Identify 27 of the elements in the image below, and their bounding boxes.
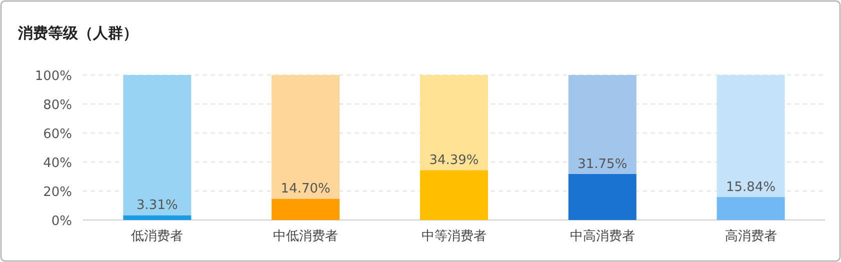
data-label: 31.75% [578, 156, 628, 172]
bar [716, 75, 785, 198]
y-tick-label: 60% [43, 127, 72, 142]
x-tick-label: 高消费者 [724, 228, 777, 244]
y-tick-label: 80% [43, 98, 72, 113]
bar [420, 170, 488, 220]
bar [272, 198, 340, 220]
y-tick-label: 0% [51, 214, 72, 229]
y-tick-label: 100% [34, 69, 72, 84]
x-tick-label: 中低消费者 [273, 229, 338, 244]
data-label: 14.70% [280, 182, 330, 197]
data-label: 34.39% [429, 153, 479, 168]
x-tick-label: 低消费者 [131, 229, 184, 244]
data-label: 15.84% [726, 180, 776, 196]
y-tick-label: 40% [43, 156, 72, 171]
data-label: 3.31% [136, 198, 178, 214]
bar [568, 75, 636, 174]
y-tick-label: 20% [43, 185, 72, 200]
x-tick-label: 中等消费者 [422, 229, 486, 244]
x-tick-label: 中高消费者 [570, 228, 635, 244]
bar [716, 197, 785, 220]
bar [568, 174, 636, 220]
chart-title: 消费等级（人群） [17, 24, 138, 42]
bar [420, 75, 488, 170]
bar [123, 215, 192, 220]
bar [272, 75, 340, 199]
bar [123, 75, 192, 216]
